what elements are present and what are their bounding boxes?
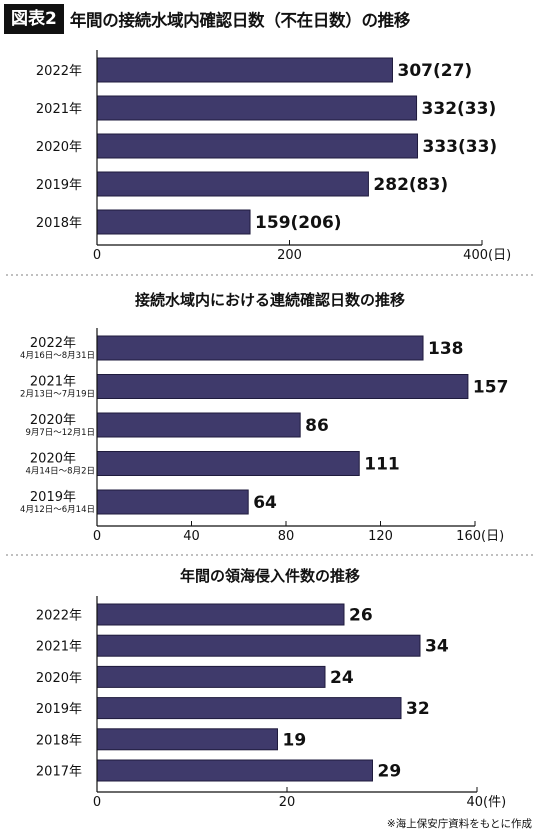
chart-1-value-label-2: 86 xyxy=(305,416,329,436)
chart-1-title: 接続水域内における連続確認日数の推移 xyxy=(135,291,405,309)
chart-2-bar-3 xyxy=(96,697,402,720)
chart-0-bar-2 xyxy=(96,133,419,159)
chart-1-tick-label-2: 80 xyxy=(278,529,295,544)
chart-0-bar-1 xyxy=(96,95,418,121)
chart-0-bar-0 xyxy=(96,57,393,83)
chart-2-bar-4 xyxy=(96,728,278,751)
chart-1-period-2: 9月7日～12月1日 xyxy=(25,428,95,438)
chart-2-category-1: 2021年 xyxy=(36,640,82,655)
chart-2-category-4: 2018年 xyxy=(36,733,82,748)
chart-1-bar-4 xyxy=(96,489,249,515)
chart-1-period-4: 4月12日～6月14日 xyxy=(20,505,95,515)
chart-1-category-4: 2019年 xyxy=(30,490,76,505)
chart-1-value-label-0: 138 xyxy=(428,339,464,359)
chart-1-tick-label-4: 160 xyxy=(456,529,481,544)
chart-2-category-2: 2020年 xyxy=(36,671,82,686)
chart-2-tick-label-2: 40 xyxy=(466,795,483,810)
chart-1-category-3: 2020年 xyxy=(30,452,76,467)
chart-1-value-label-1: 157 xyxy=(473,378,509,398)
chart-0-value-label-4: 159(206) xyxy=(255,213,342,233)
chart-2-unit-label: (件) xyxy=(483,795,506,810)
chart-0-value-label-3: 282(83) xyxy=(373,175,448,195)
chart-1-period-0: 4月16日～8月31日 xyxy=(20,351,95,361)
chart-2-category-3: 2019年 xyxy=(36,702,82,717)
chart-1-tick-label-1: 40 xyxy=(183,529,200,544)
chart-1-unit-label: (日) xyxy=(481,529,504,544)
chart-2-category-0: 2022年 xyxy=(36,609,82,624)
chart-1-category-2: 2020年 xyxy=(30,413,76,428)
chart-1-tick-label-3: 120 xyxy=(368,529,393,544)
chart-0-unit-label: (日) xyxy=(488,248,511,263)
chart-0-category-0: 2022年 xyxy=(36,64,82,79)
chart-2-bar-2 xyxy=(96,665,326,688)
chart-0-bar-3 xyxy=(96,171,369,197)
chart-2-value-label-5: 29 xyxy=(378,762,402,782)
chart-2-value-label-3: 32 xyxy=(406,699,430,719)
chart-2-value-label-0: 26 xyxy=(349,606,373,626)
figure-header: 図表2 年間の接続水域内確認日数（不在日数）の推移 xyxy=(4,4,410,34)
chart-2-value-label-4: 19 xyxy=(283,730,307,750)
chart-2-tick-label-1: 20 xyxy=(279,795,296,810)
chart-0-category-4: 2018年 xyxy=(36,216,82,231)
chart-2-title: 年間の領海侵入件数の推移 xyxy=(180,567,360,585)
chart-0-tick-label-0: 0 xyxy=(93,248,101,263)
chart-1-value-label-3: 111 xyxy=(364,455,400,475)
chart-1-bar-1 xyxy=(96,374,469,399)
chart-0-value-label-1: 332(33) xyxy=(422,99,497,119)
chart-2-bar-0 xyxy=(96,603,345,626)
chart-1-category-0: 2022年 xyxy=(30,336,76,351)
chart-1-bar-3 xyxy=(96,451,360,476)
chart-2-value-label-1: 34 xyxy=(425,637,449,657)
chart-2-value-label-2: 24 xyxy=(330,668,354,688)
chart-1-bar-0 xyxy=(96,335,424,361)
chart-1-bar-2 xyxy=(96,412,301,438)
chart-0-value-label-2: 333(33) xyxy=(423,137,498,157)
chart-0-bar-4 xyxy=(96,209,251,235)
chart-1-category-1: 2021年 xyxy=(30,375,76,390)
chart-0-category-3: 2019年 xyxy=(36,178,82,193)
chart-1-value-label-4: 64 xyxy=(253,493,277,513)
chart-0-value-label-0: 307(27) xyxy=(397,61,472,81)
chart-1-period-3: 4月14日～8月2日 xyxy=(25,467,95,477)
chart-0-tick-label-1: 200 xyxy=(277,248,302,263)
chart-0-category-2: 2020年 xyxy=(36,140,82,155)
chart-1-tick-label-0: 0 xyxy=(93,529,101,544)
chart-2-tick-label-0: 0 xyxy=(93,795,101,810)
chart-2-bar-5 xyxy=(96,759,373,782)
chart-0-tick-label-2: 400 xyxy=(463,248,488,263)
figure-title: 年間の接続水域内確認日数（不在日数）の推移 xyxy=(69,11,411,30)
chart-2-bar-1 xyxy=(96,634,421,657)
chart-1-period-1: 2月13日～7月19日 xyxy=(20,390,95,400)
source-note: ※海上保安庁資料をもとに作成 xyxy=(386,818,532,830)
chart-0-category-1: 2021年 xyxy=(36,102,82,117)
chart-2-category-5: 2017年 xyxy=(36,765,82,780)
figure-badge: 図表2 xyxy=(4,4,64,34)
